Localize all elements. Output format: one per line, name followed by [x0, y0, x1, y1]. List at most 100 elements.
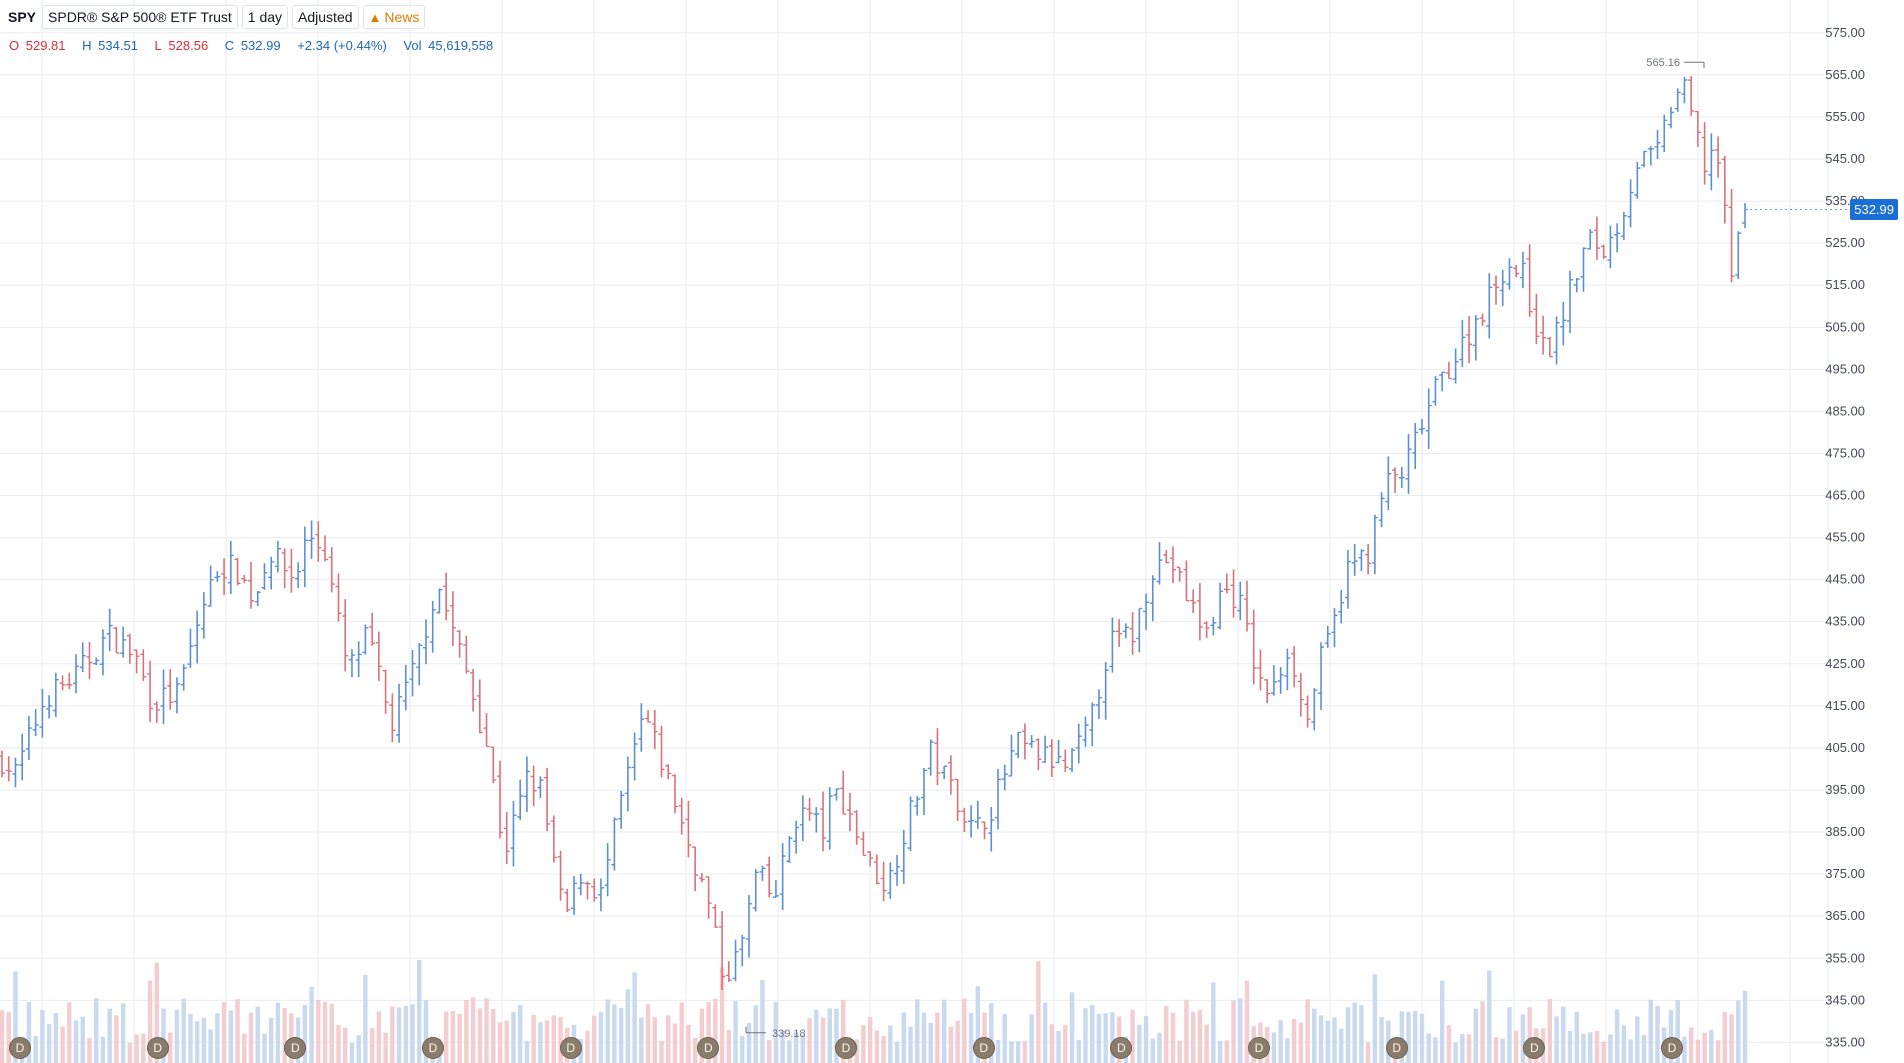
ohlc-bar	[1062, 749, 1069, 772]
price-tick-label: 525.00	[1825, 235, 1865, 250]
ohlc-bar	[268, 556, 275, 590]
dividend-marker[interactable]: D	[972, 1037, 995, 1059]
ohlc-bar	[254, 591, 261, 607]
ohlc-bar	[12, 757, 19, 788]
dividend-marker[interactable]: D	[559, 1037, 582, 1059]
symbol-label[interactable]: SPY	[4, 6, 39, 28]
ohlc-bar	[1614, 223, 1621, 253]
ohlc-bar	[1620, 211, 1627, 241]
news-button[interactable]: ▲ News	[362, 5, 426, 29]
volume-bar	[1211, 982, 1216, 1063]
volume-bar	[1318, 1015, 1324, 1063]
ohlc-bar	[147, 660, 154, 722]
dividend-marker[interactable]: D	[146, 1037, 169, 1059]
adjustment-button[interactable]: Adjusted	[292, 5, 359, 29]
ohlc-bar	[497, 760, 503, 839]
volume-bar	[672, 1023, 678, 1063]
volume-bar	[1682, 1036, 1687, 1063]
volume-bar	[618, 1008, 624, 1063]
ohlc-bar	[1371, 514, 1378, 575]
volume-bar	[814, 1009, 819, 1063]
dividend-marker[interactable]: D	[284, 1037, 307, 1059]
dividend-marker[interactable]: D	[1661, 1037, 1683, 1059]
ohlc-bar	[402, 664, 409, 711]
volume-bar	[989, 1003, 994, 1063]
volume-bar	[100, 1036, 106, 1063]
volume-bar	[53, 1013, 59, 1063]
ohlc-bar	[920, 767, 927, 815]
ohlc-bar	[241, 574, 248, 583]
ohlc-bar	[510, 800, 517, 867]
dividend-marker[interactable]: D	[9, 1037, 31, 1059]
dividend-marker[interactable]: D	[1248, 1037, 1270, 1059]
price-tick-label: 425.00	[1825, 656, 1865, 671]
ohlc-bar	[1553, 316, 1560, 365]
volume-bar	[894, 1041, 900, 1063]
volume-bar	[26, 1001, 32, 1063]
volume-bar	[1278, 1020, 1283, 1063]
volume-bar	[995, 1039, 1001, 1063]
volume-bar	[1379, 1017, 1384, 1063]
dividend-marker[interactable]: D	[697, 1037, 720, 1059]
ohlc-bar	[1519, 251, 1526, 289]
ohlc-bar	[470, 669, 477, 712]
dividend-marker[interactable]: D	[835, 1037, 857, 1059]
volume-bar	[1056, 1030, 1061, 1063]
volume-bar	[1190, 1012, 1196, 1063]
ohlc-bar	[705, 876, 712, 919]
volume-bar	[1433, 1037, 1438, 1063]
volume-bar	[228, 1010, 234, 1063]
price-tick-label: 485.00	[1825, 403, 1865, 418]
chart-grid	[0, 0, 1829, 1063]
close-value: 532.99	[240, 38, 281, 53]
ohlc-bar	[611, 817, 618, 871]
volume-bar	[1655, 1005, 1660, 1063]
volume-bar	[639, 1017, 644, 1063]
ohlc-bar	[779, 843, 786, 911]
ohlc-bar	[907, 796, 914, 852]
ohlc-bar	[1593, 216, 1600, 260]
volume-bar	[652, 1017, 657, 1063]
price-tick-label: 355.00	[1825, 950, 1865, 965]
ohlc-bar	[853, 810, 860, 845]
ohlc-bar	[1257, 649, 1264, 691]
volume-bar	[127, 1042, 133, 1063]
volume-bar	[1675, 1000, 1680, 1063]
dividend-marker[interactable]: D	[422, 1037, 444, 1059]
ohlc-bar	[106, 608, 113, 652]
dividend-marker[interactable]: D	[1385, 1037, 1408, 1059]
volume-bar	[46, 1024, 52, 1063]
volume-bar	[1177, 1040, 1182, 1063]
ohlc-bar	[1344, 550, 1351, 609]
dividend-marker[interactable]: D	[1523, 1037, 1546, 1059]
ohlc-bar	[449, 591, 456, 647]
ohlc-bar	[1102, 662, 1109, 720]
volume-bar	[807, 1018, 812, 1063]
volume-bar	[706, 1001, 711, 1063]
volume-bar	[1715, 1040, 1721, 1063]
ohlc-bar	[826, 787, 833, 850]
chart-legend: SPY SPDR® S&P 500® ETF Trust 1 day Adjus…	[0, 0, 426, 34]
ohlc-bar	[126, 633, 133, 664]
volume-bar	[1742, 990, 1748, 1063]
volume-bar	[1164, 1006, 1169, 1063]
volume-bar	[1507, 1007, 1512, 1063]
volume-bar	[383, 1032, 388, 1063]
ohlc-bar	[860, 831, 867, 857]
volume-bar	[67, 1002, 72, 1063]
instrument-name[interactable]: SPDR® S&P 500® ETF Trust	[42, 5, 238, 29]
dividend-marker[interactable]: D	[1110, 1037, 1133, 1059]
volume-bar	[114, 1015, 119, 1063]
price-axis[interactable]: 575.00565.00555.00545.00535.00525.00515.…	[1825, 25, 1865, 1050]
volume-bar	[1621, 1025, 1627, 1063]
ohlc-bar	[1055, 740, 1062, 764]
interval-button[interactable]: 1 day	[241, 5, 289, 29]
volume-bar	[1217, 1040, 1223, 1063]
ohlc-bar	[1264, 679, 1271, 703]
ohlc-bar	[180, 664, 187, 691]
volume-bar	[1439, 980, 1445, 1063]
ohlc-bar	[1607, 225, 1614, 269]
ohlc-bar	[1331, 608, 1338, 648]
price-tick-label: 385.00	[1825, 824, 1865, 839]
